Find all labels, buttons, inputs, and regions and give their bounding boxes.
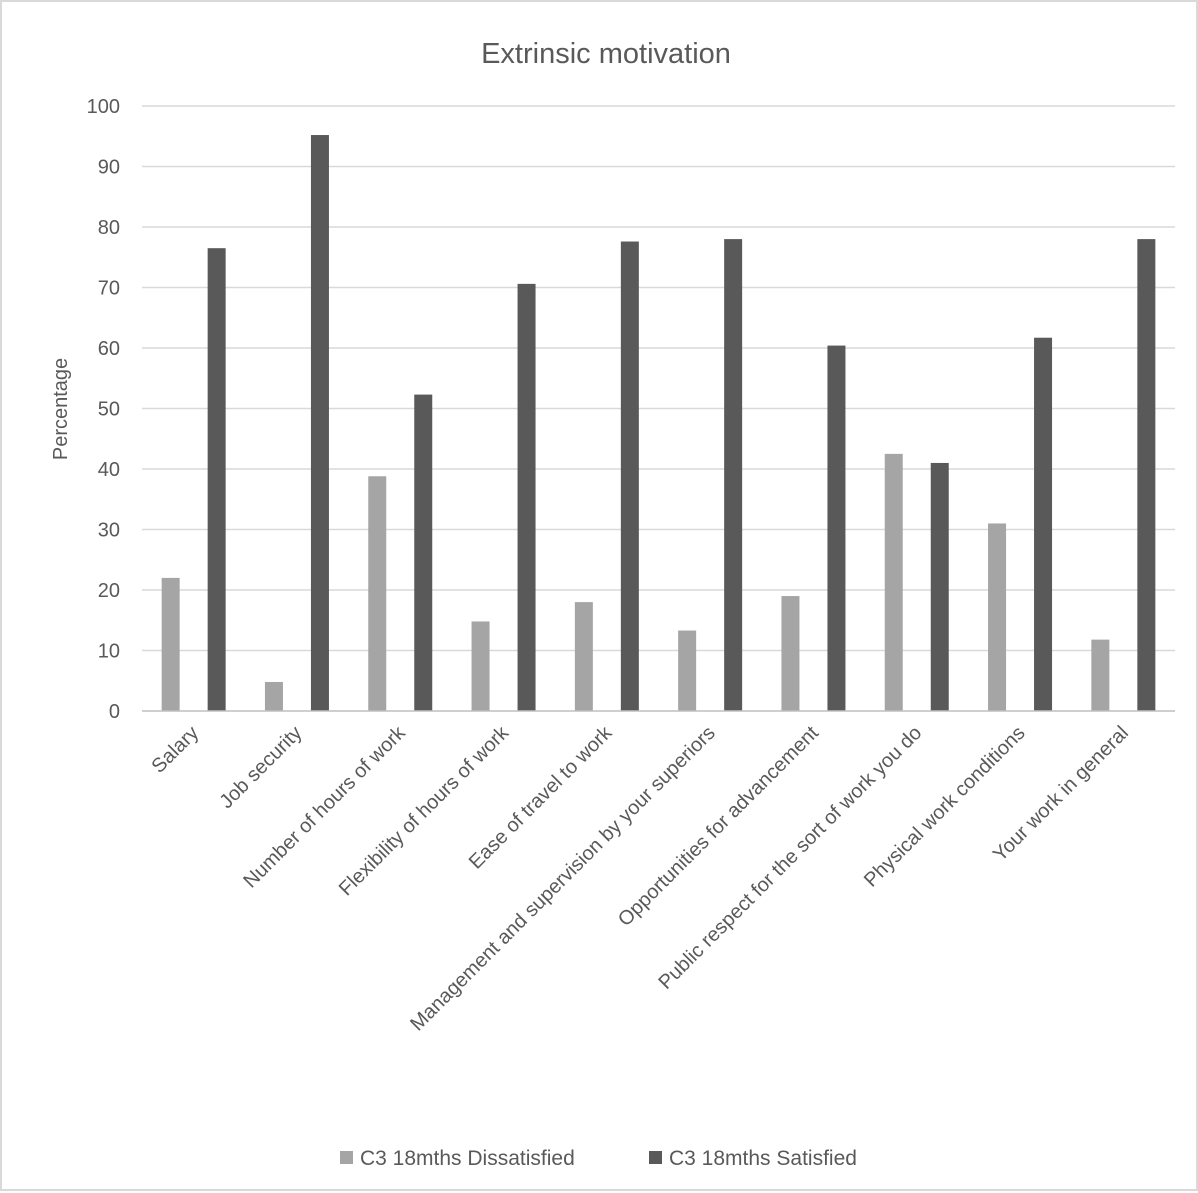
bar-satisfied — [517, 283, 536, 711]
bar-satisfied — [930, 462, 949, 711]
bar-dissatisfied — [781, 596, 800, 711]
legend: C3 18mths Dissatisfied C3 18mths Satisfi… — [340, 1147, 857, 1170]
bar-dissatisfied — [368, 476, 387, 711]
bar-satisfied — [1034, 337, 1053, 711]
legend-label-satisfied: C3 18mths Satisfied — [669, 1147, 857, 1170]
y-tick-label: 60 — [98, 338, 120, 360]
bar-dissatisfied — [678, 630, 697, 711]
y-tick-label: 10 — [98, 641, 120, 663]
bar-dissatisfied — [264, 681, 283, 711]
gridlines — [142, 105, 1175, 652]
x-tick-label: Opportunities for advancement — [614, 722, 823, 931]
bar-satisfied — [724, 239, 743, 711]
y-tick-label: 40 — [98, 459, 120, 481]
legend-label-dissatisfied: C3 18mths Dissatisfied — [360, 1147, 575, 1170]
y-tick-label: 100 — [87, 96, 120, 118]
legend-swatch-satisfied — [649, 1151, 662, 1164]
bar-dissatisfied — [574, 602, 593, 711]
y-tick-label: 80 — [98, 217, 120, 239]
bar-satisfied — [1137, 239, 1156, 711]
x-tick-label: Flexibility of hours of work — [335, 721, 514, 900]
y-tick-label: 90 — [98, 157, 120, 179]
y-tick-label: 70 — [98, 278, 120, 300]
x-tick-label: Salary — [148, 722, 204, 778]
bar-satisfied — [207, 248, 226, 712]
bar-dissatisfied — [988, 523, 1007, 711]
y-tick-label: 50 — [98, 399, 120, 421]
bar-satisfied — [620, 241, 639, 711]
y-tick-label: 30 — [98, 520, 120, 542]
bar-satisfied — [414, 394, 433, 711]
chart-title: Extrinsic motivation — [481, 38, 731, 70]
y-tick-label: 0 — [109, 701, 120, 723]
bar-dissatisfied — [161, 577, 180, 711]
bars — [161, 135, 1156, 712]
y-tick-label: 20 — [98, 580, 120, 602]
y-axis-ticks: 0 10 20 30 40 50 60 70 80 90 100 — [87, 96, 120, 723]
legend-swatch-dissatisfied — [340, 1151, 353, 1164]
bar-satisfied — [827, 345, 846, 711]
bar-satisfied — [310, 135, 329, 712]
bar-dissatisfied — [1091, 639, 1110, 711]
y-axis-label: Percentage — [50, 358, 72, 460]
bar-dissatisfied — [471, 621, 490, 711]
bar-dissatisfied — [884, 453, 903, 711]
x-tick-label: Job security — [215, 722, 306, 813]
